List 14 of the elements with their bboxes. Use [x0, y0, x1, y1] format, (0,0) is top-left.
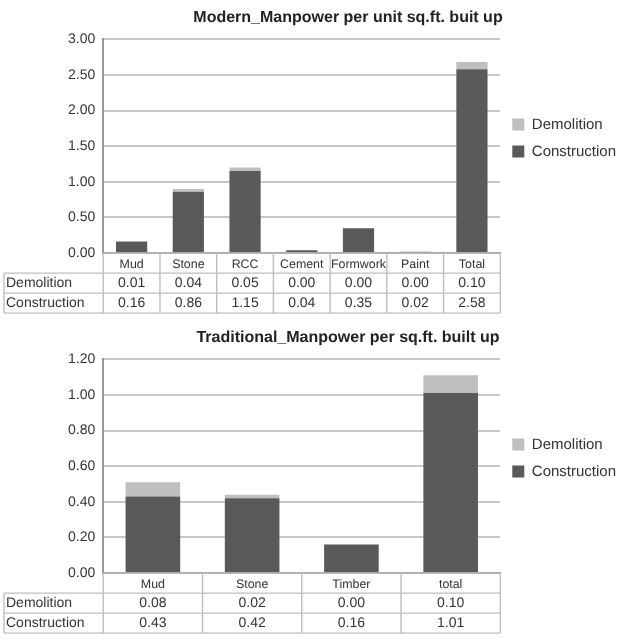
bar [342, 228, 375, 253]
bar [456, 69, 488, 253]
bar [224, 498, 280, 573]
bar [229, 171, 261, 253]
bar [324, 544, 379, 573]
bar [456, 62, 488, 70]
bar [125, 482, 181, 497]
chart-title: Traditional_Manpower per sq.ft. built up [196, 328, 500, 347]
bar [172, 191, 204, 253]
bar [423, 375, 478, 394]
bar [125, 496, 181, 573]
bar [116, 241, 148, 253]
chart-title: Modern_Manpower per unit sq.ft. buit up [193, 8, 503, 27]
bar [423, 393, 478, 573]
